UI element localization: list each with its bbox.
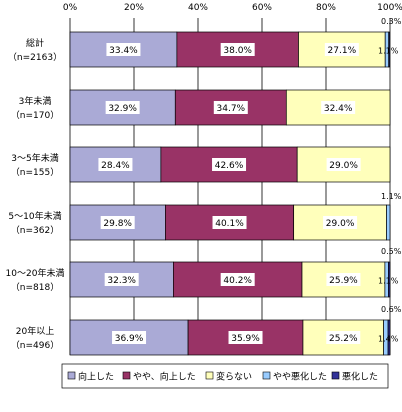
x-tick-label: 60% (252, 3, 272, 13)
category-label: 3～5年未満 (11, 152, 58, 164)
data-label-box (106, 43, 141, 56)
data-label: 25.9% (329, 276, 358, 286)
category-label: 20年以上 (16, 325, 54, 337)
bar-segment (386, 204, 391, 241)
data-label-box (220, 273, 255, 286)
bar-segment (388, 261, 391, 298)
category-n-label: （n=155） (11, 167, 59, 178)
data-label: 27.1% (328, 46, 357, 56)
x-tick-label: 40% (188, 3, 208, 13)
legend-entry: やや、向上した (133, 371, 196, 383)
data-label-box (112, 331, 147, 344)
legend-entry: 変らない (216, 371, 252, 383)
data-label-box (326, 331, 361, 344)
data-label-outside: 0.5% (381, 247, 402, 256)
data-label: 38.0% (223, 46, 252, 56)
legend-swatch (331, 371, 340, 380)
data-label-outside: 0.6% (381, 305, 402, 314)
data-label-box (321, 101, 356, 114)
category-label: 5～10年未満 (8, 210, 61, 222)
data-label: 32.9% (108, 104, 137, 114)
data-label: 36.9% (115, 334, 144, 344)
bar-segment (388, 31, 391, 68)
x-tick-label: 100% (377, 3, 402, 13)
grid (69, 18, 391, 355)
legend-swatch (122, 371, 131, 380)
category-label: 3年未満 (19, 95, 52, 107)
data-label-box (212, 158, 247, 171)
x-tick-label: 80% (316, 3, 336, 13)
data-label: 32.4% (324, 104, 353, 114)
data-label-outside: 1.1% (381, 192, 402, 201)
data-label-outside: 1.1% (378, 47, 399, 56)
x-tick-label: 20% (124, 3, 144, 13)
data-label-box (326, 158, 361, 171)
category-labels: 総計 （n=2163） 3年未満 （n=170） 3～5年未満 （n=155） 5～10年未… (6, 37, 65, 351)
legend-swatch (205, 371, 214, 380)
data-label: 29.8% (103, 219, 132, 229)
data-label: 35.9% (231, 334, 260, 344)
data-label-outside: 1.4% (378, 335, 399, 344)
legend-entry: やや悪化した (273, 371, 327, 383)
bar-segment (387, 319, 391, 356)
data-label: 32.3% (107, 276, 136, 286)
data-label: 40.2% (223, 276, 252, 286)
bars: 33.4% 38.0% 27.1% 1.1% 0.3% 32.9% 34.7% 32.4% 28… (69, 17, 402, 356)
data-label-box (98, 158, 133, 171)
data-label: 34.7% (217, 104, 246, 114)
data-label: 33.4% (109, 46, 138, 56)
data-label: 40.1% (215, 219, 244, 229)
category-label: 総計 (26, 37, 44, 49)
legend-entry: 向上した (78, 371, 114, 383)
data-label-box (326, 273, 361, 286)
data-label-box (212, 216, 247, 229)
data-label: 29.0% (326, 219, 355, 229)
x-axis-ticks: 0% 20% 40% 60% 80% 100% (63, 3, 402, 13)
data-label-box (220, 43, 255, 56)
category-n-label: （n=362） (11, 225, 59, 236)
category-n-label: （n=496） (11, 340, 59, 351)
data-label-outside: 0.3% (381, 17, 402, 26)
data-label-box (213, 101, 248, 114)
data-label-box (323, 216, 358, 229)
data-label-box (105, 101, 140, 114)
x-tick-label: 0% (63, 3, 78, 13)
legend-swatch (262, 371, 271, 380)
data-label-box (100, 216, 135, 229)
category-n-label: （n=170） (11, 110, 59, 121)
data-label-box (324, 43, 359, 56)
category-n-label: （n=2163） (8, 52, 62, 63)
legend-entry: 悪化した (342, 371, 378, 383)
data-label: 42.6% (215, 161, 244, 171)
data-label: 28.4% (101, 161, 130, 171)
category-n-label: （n=818） (11, 282, 59, 293)
data-label-outside: 1.1% (378, 277, 399, 286)
legend: 向上した やや、向上した 変らない やや悪化した 悪化した (61, 363, 389, 389)
category-label: 10～20年未満 (6, 267, 65, 279)
legend-swatch (67, 371, 76, 380)
data-label: 25.2% (329, 334, 358, 344)
data-label: 29.0% (329, 161, 358, 171)
data-label-box (228, 331, 263, 344)
data-label-box (104, 273, 139, 286)
bar-segment (69, 31, 178, 68)
